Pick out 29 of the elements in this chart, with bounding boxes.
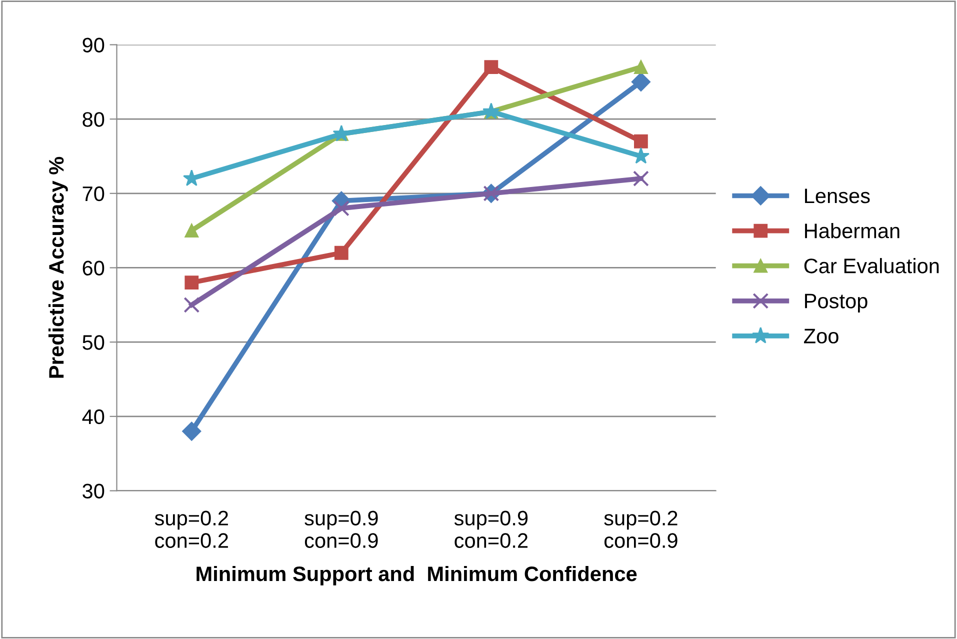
x-tick-label: sup=0.9 con=0.2 [454, 510, 528, 548]
y-tick-label: 30 [82, 484, 104, 499]
x-tick-label: sup=0.9 con=0.9 [304, 510, 378, 548]
point [634, 134, 648, 148]
point [184, 276, 199, 290]
point [334, 246, 348, 260]
point [484, 60, 498, 74]
point [333, 200, 350, 216]
point [631, 72, 650, 92]
y-tick-label: 60 [82, 260, 104, 276]
legend-label: Car Evaluation [804, 258, 939, 274]
legend-label: Postop [805, 294, 868, 312]
y-tick-label: 50 [82, 335, 104, 350]
x-tick-label: sup=0.2 con=0.2 [154, 510, 228, 548]
legend-label: Haberman [805, 222, 900, 238]
y-tick-label: 90 [82, 38, 104, 52]
point [634, 60, 648, 74]
point [184, 296, 200, 313]
y-axis-title: Predictive Accuracy % [48, 156, 68, 378]
point [632, 170, 649, 187]
y-tick-label: 70 [82, 186, 104, 202]
point [182, 422, 202, 441]
y-tick-label: 80 [82, 112, 104, 127]
x-tick-label: sup=0.2 con=0.9 [604, 510, 678, 548]
y-tick-label: 40 [82, 409, 104, 424]
legend-label: Lenses [805, 188, 870, 204]
point [184, 224, 199, 238]
legend-label: Zoo [804, 328, 838, 344]
x-axis-title: Minimum Support and Minimum Confidence [196, 566, 637, 586]
